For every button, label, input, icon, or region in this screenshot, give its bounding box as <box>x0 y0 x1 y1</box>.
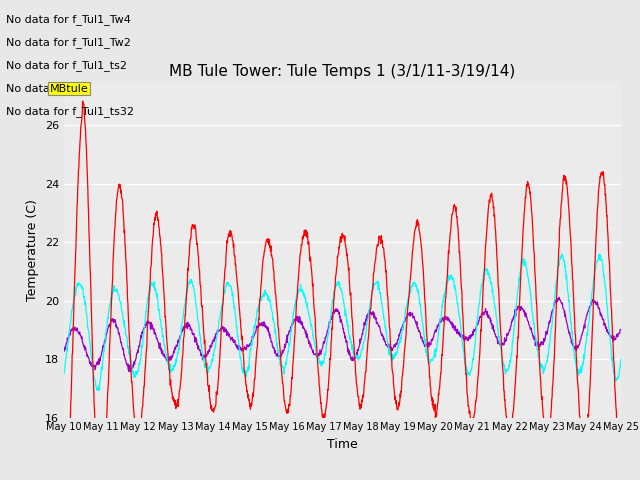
Text: No data for f_Tul1_ts2: No data for f_Tul1_ts2 <box>6 60 127 72</box>
Y-axis label: Temperature (C): Temperature (C) <box>26 199 39 300</box>
Title: MB Tule Tower: Tule Temps 1 (3/1/11-3/19/14): MB Tule Tower: Tule Temps 1 (3/1/11-3/19… <box>169 64 516 79</box>
Text: No data for f_Tul1_Tw2: No data for f_Tul1_Tw2 <box>6 37 131 48</box>
X-axis label: Time: Time <box>327 438 358 451</box>
Text: No data for f_Tul1_ts32: No data for f_Tul1_ts32 <box>6 107 134 118</box>
Text: No data for f_: No data for f_ <box>6 84 83 95</box>
Text: No data for f_Tul1_Tw4: No data for f_Tul1_Tw4 <box>6 14 131 25</box>
Text: MBtule: MBtule <box>49 84 88 94</box>
